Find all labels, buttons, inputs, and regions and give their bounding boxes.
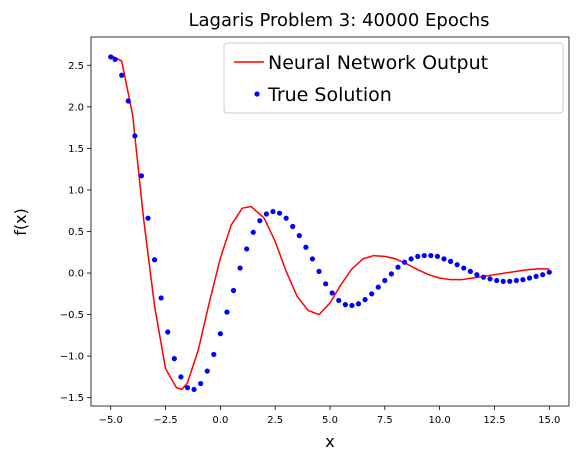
true-solution-point xyxy=(428,252,434,259)
y-tick-label: −1.5 xyxy=(60,393,84,404)
true-solution-point xyxy=(329,290,335,296)
legend-box xyxy=(223,42,564,114)
legend-label-network-output: Neural Network Output xyxy=(268,52,488,74)
true-solution-point xyxy=(507,278,513,284)
true-solution-point xyxy=(388,271,394,277)
true-solution-point xyxy=(434,253,441,260)
true-solution-point xyxy=(290,223,296,230)
true-solution-point xyxy=(158,295,164,301)
true-solution-point xyxy=(369,291,375,297)
true-solution-point xyxy=(500,278,506,284)
true-solution-point xyxy=(395,264,401,270)
true-solution-point xyxy=(178,374,184,380)
true-solution-point xyxy=(494,277,500,284)
true-solution-point xyxy=(540,272,546,278)
true-solution-point xyxy=(375,284,381,290)
true-solution-point xyxy=(257,218,263,224)
true-solution-point xyxy=(546,269,552,275)
x-tick-label: 7.5 xyxy=(377,415,393,426)
true-solution-point xyxy=(474,272,480,278)
legend-label-true-solution: True Solution xyxy=(267,84,392,106)
y-tick-label: 2.0 xyxy=(68,102,84,113)
y-tick-label: 0.5 xyxy=(68,227,84,238)
true-solution-point xyxy=(355,301,362,307)
true-solution-point xyxy=(132,133,138,139)
true-solution-point xyxy=(165,329,171,335)
true-solution-point xyxy=(237,265,243,271)
true-solution-point xyxy=(487,276,493,282)
y-tick-label: −1.0 xyxy=(60,352,84,363)
true-solution-point xyxy=(244,246,250,252)
x-tick-label: 10.0 xyxy=(429,415,451,426)
true-solution-point xyxy=(191,386,197,392)
true-solution-point xyxy=(224,309,230,315)
true-solution-point xyxy=(276,210,283,216)
true-solution-point xyxy=(250,229,256,235)
true-solution-point xyxy=(198,380,204,387)
x-tick-label: −2.5 xyxy=(153,415,177,426)
true-solution-point xyxy=(171,356,177,362)
true-solution-point xyxy=(108,54,114,60)
true-solution-point xyxy=(296,233,302,239)
true-solution-point xyxy=(138,173,145,179)
x-tick-label: 15.0 xyxy=(538,415,560,426)
true-solution-point xyxy=(309,256,316,262)
series-line-network-output xyxy=(110,54,550,391)
plot-content xyxy=(108,54,552,392)
chart-title: Lagaris Problem 3: 40000 Epochs xyxy=(188,10,489,31)
true-solution-point xyxy=(520,277,526,283)
true-solution-point xyxy=(204,368,210,374)
true-solution-point xyxy=(533,273,539,279)
y-tick-label: 0.0 xyxy=(68,269,84,280)
true-solution-point xyxy=(448,258,454,264)
true-solution-point xyxy=(323,281,329,287)
true-solution-point xyxy=(382,277,388,284)
true-solution-point xyxy=(217,331,223,337)
true-solution-point xyxy=(303,244,309,250)
true-solution-point xyxy=(480,274,487,280)
true-solution-point xyxy=(513,277,519,284)
true-solution-point xyxy=(415,253,421,260)
y-tick-label: 1.5 xyxy=(68,144,84,155)
true-solution-point xyxy=(119,72,125,78)
true-solution-point xyxy=(184,385,191,391)
y-tick-label: 2.5 xyxy=(68,61,84,72)
x-axis: −5.0 −2.5 0.0 2.5 5.0 7.5 10.0 12.5 15.0 xyxy=(99,406,560,426)
y-axis-label: f(x) xyxy=(11,208,30,236)
x-tick-label: 2.5 xyxy=(267,415,283,426)
legend-swatch-true-solution xyxy=(254,91,260,97)
x-axis-label: x xyxy=(325,432,334,451)
true-solution-point xyxy=(283,215,289,221)
true-solution-point xyxy=(230,287,237,294)
true-solution-point xyxy=(467,268,473,274)
true-solution-point xyxy=(362,297,368,303)
true-solution-point xyxy=(421,252,427,259)
true-solution-point xyxy=(342,302,348,308)
legend: Neural Network Output True Solution xyxy=(223,42,564,114)
true-solution-point xyxy=(270,208,276,215)
true-solution-point xyxy=(316,268,322,274)
y-axis: −1.5 −1.0 −0.5 0.0 0.5 1.0 1.5 2.0 2.5 xyxy=(60,61,91,404)
true-solution-point xyxy=(151,257,158,263)
true-solution-point xyxy=(125,98,131,104)
y-tick-label: −0.5 xyxy=(60,310,84,321)
true-solution-point xyxy=(336,297,342,304)
x-tick-label: 5.0 xyxy=(322,415,338,426)
true-solution-point xyxy=(454,262,460,268)
true-solution-point xyxy=(349,302,355,309)
true-solution-point xyxy=(401,259,408,265)
true-solution-point xyxy=(112,56,118,63)
true-solution-point xyxy=(145,215,151,221)
y-tick-label: 1.0 xyxy=(68,185,84,196)
true-solution-point xyxy=(526,275,533,281)
x-tick-label: −5.0 xyxy=(99,415,123,426)
x-tick-label: 12.5 xyxy=(483,415,505,426)
true-solution-point xyxy=(263,211,270,217)
x-tick-label: 0.0 xyxy=(212,415,228,426)
true-solution-point xyxy=(211,351,217,358)
true-solution-point xyxy=(461,265,467,271)
true-solution-point xyxy=(408,256,414,262)
true-solution-point xyxy=(441,256,447,262)
